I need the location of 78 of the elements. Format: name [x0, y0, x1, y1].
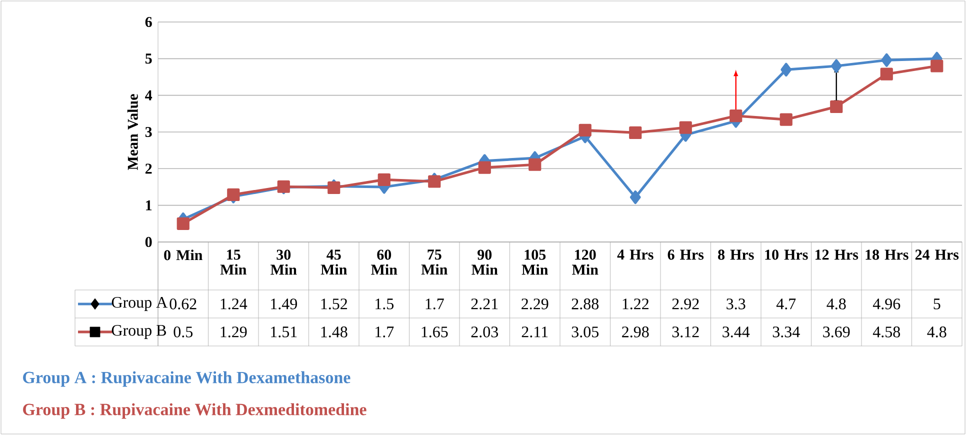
data-label: 0.62 — [170, 298, 196, 310]
data-label: 2.21 — [471, 298, 498, 310]
x-tick-label: 45 Min — [320, 250, 347, 275]
x-tick-label: 75 Min — [421, 250, 448, 274]
point — [830, 59, 842, 73]
data-label: 1.7 — [426, 298, 444, 310]
x-tick-label: 18 Hrs — [866, 250, 908, 260]
data-label: 5 — [934, 298, 940, 310]
x-tick-label: 60 Min — [371, 250, 398, 275]
y-tick-label: 0 — [145, 236, 152, 248]
y-tick-label: 3 — [145, 126, 152, 138]
data-label: 1.51 — [271, 326, 297, 338]
data-label: 1.7 — [376, 326, 394, 338]
text: Group B : Rupivacaine With Dexmeditomedine — [23, 403, 366, 419]
point — [880, 68, 893, 80]
point — [578, 124, 592, 136]
y-tick-label: 5 — [145, 54, 152, 64]
data-label: 4.8 — [826, 298, 846, 310]
text: Group A : Rupivacaine With Dexamethasone — [23, 371, 350, 387]
y-tick-label: 2 — [145, 164, 152, 174]
data-label: 0.5 — [174, 326, 193, 338]
point — [378, 173, 390, 186]
point — [780, 113, 792, 126]
point — [227, 188, 240, 201]
y-tick-label: 1 — [146, 200, 152, 210]
data-label: 2.29 — [522, 298, 548, 310]
data-label: 1.22 — [622, 298, 648, 310]
point — [830, 100, 843, 113]
point — [630, 190, 641, 204]
x-tick-label: 105 Min — [522, 250, 548, 275]
data-label: 3.3 — [726, 298, 746, 310]
y-axis-title: Mean Value — [127, 94, 138, 170]
point — [629, 126, 642, 140]
data-label: 4.96 — [872, 298, 900, 310]
data-label: 3.44 — [722, 326, 750, 338]
x-tick-label: 4 Hrs — [617, 250, 654, 260]
point — [428, 175, 441, 188]
data-label: 4.7 — [776, 298, 796, 310]
data-label: 2.03 — [471, 326, 498, 338]
data-label: 1.29 — [220, 326, 247, 338]
x-tick-label: 24 Hrs — [915, 250, 959, 260]
point — [780, 62, 792, 76]
x-tick-label: 30 Min — [270, 250, 297, 275]
data-label: 1.49 — [271, 298, 297, 310]
data-label: 4.8 — [927, 326, 946, 338]
point — [730, 110, 742, 122]
data-label: 3.12 — [672, 326, 699, 338]
data-label: 1.5 — [376, 298, 394, 310]
data-label: 4.58 — [872, 326, 900, 338]
legend-label: Group B — [112, 324, 166, 339]
x-tick-label: 8 Hrs — [718, 250, 754, 260]
y-tick-label: 6 — [145, 16, 152, 28]
x-tick-label: 12 Hrs — [816, 250, 858, 260]
data-label: 2.88 — [572, 298, 599, 310]
data-label: 3.34 — [772, 326, 800, 338]
legend-label: Group A — [112, 296, 168, 311]
x-tick-label: 15 Min — [220, 250, 246, 275]
x-tick-label: 6 Hrs — [668, 250, 704, 260]
x-tick-label: 90 Min — [472, 250, 498, 275]
data-label: 2.98 — [622, 326, 649, 338]
y-tick-label: 4 — [145, 90, 152, 100]
point — [930, 60, 944, 72]
x-tick-label: 0 Min — [164, 250, 202, 260]
point — [176, 217, 190, 230]
x-tick-label: 120 Min — [572, 250, 598, 275]
data-label: 2.92 — [672, 298, 699, 310]
x-tick-label: 10 Hrs — [765, 250, 808, 260]
point — [478, 161, 491, 174]
data-label: 1.24 — [220, 298, 248, 310]
point — [679, 121, 692, 134]
point — [881, 53, 892, 67]
data-label: 3.05 — [572, 326, 598, 338]
data-label: 1.52 — [321, 298, 348, 310]
data-label: 1.48 — [321, 326, 348, 338]
data-label: 2.11 — [522, 326, 548, 338]
point — [528, 158, 542, 171]
data-label: 3.69 — [823, 326, 850, 338]
data-label: 1.65 — [422, 326, 448, 338]
